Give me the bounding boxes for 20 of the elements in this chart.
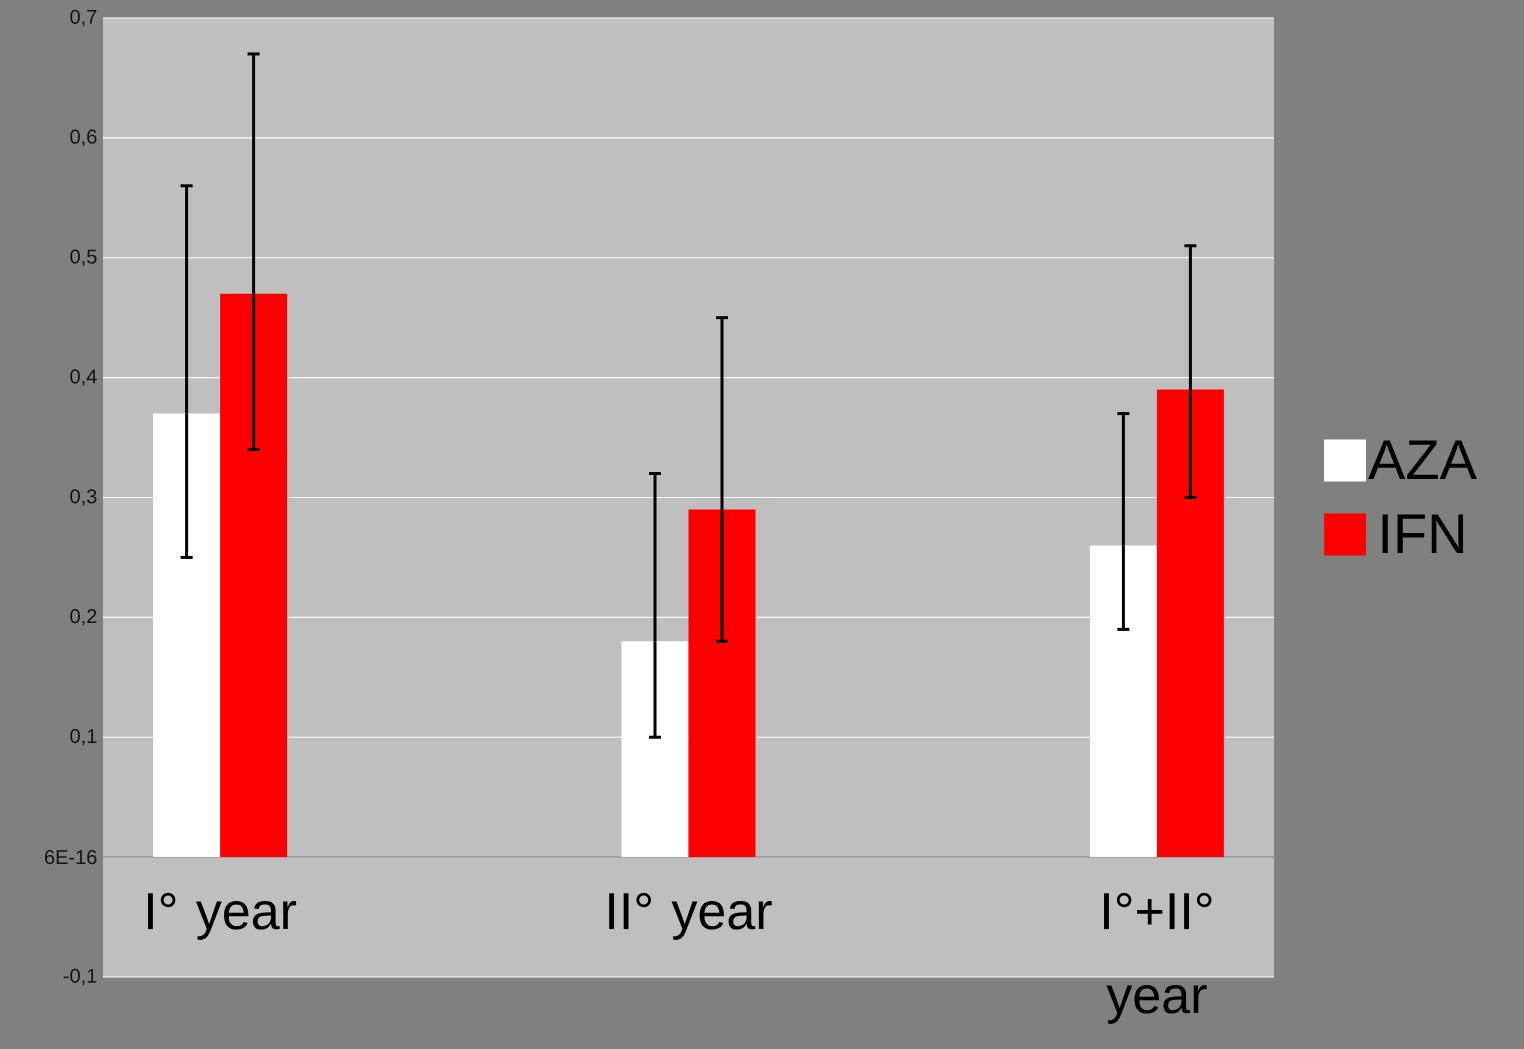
x-tick-label: I° year <box>148 892 297 940</box>
y-tick-label: 0,6 <box>70 129 97 147</box>
y-tick-label: 0,3 <box>70 489 97 506</box>
y-tick-label: 0,1 <box>70 728 97 746</box>
bar <box>1089 545 1157 858</box>
y-tick-label: 0,5 <box>70 249 97 266</box>
x-tick-label: I°+II° year <box>1104 892 1212 1024</box>
bar <box>621 641 689 858</box>
bar <box>220 293 288 858</box>
bar <box>153 413 221 858</box>
legend-label: IFN <box>1382 514 1464 554</box>
y-tick-label: 0,2 <box>70 609 97 626</box>
x-tick-label: II° year <box>609 892 772 940</box>
y-tick-label: -0,1 <box>63 968 97 986</box>
y-tick-label: 0,4 <box>70 369 97 386</box>
bar <box>1156 389 1224 858</box>
y-tick-label: 0,7 <box>70 9 97 27</box>
legend-label: AZA <box>1368 440 1477 479</box>
y-tick-label: 6E-16 <box>44 850 97 865</box>
bar <box>688 509 756 858</box>
